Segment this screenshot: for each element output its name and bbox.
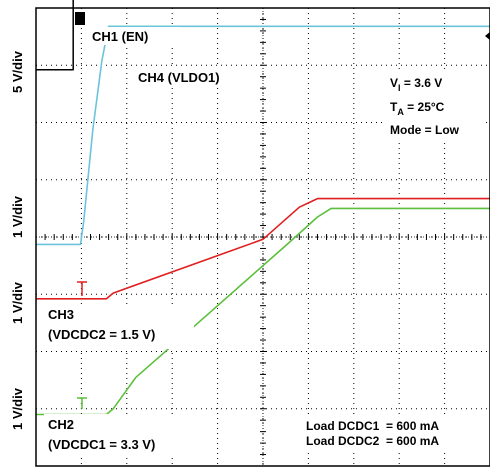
ch1-trigger-marker-label: 1	[77, 14, 83, 25]
ta-value: = 25°C	[404, 100, 445, 114]
load-dcdc1-label: Load DCDC1 = 600 mA	[306, 419, 439, 433]
ch1-trigger-marker	[75, 12, 85, 25]
load-dcdc2-label: Load DCDC2 = 600 mA	[306, 434, 439, 448]
vi-value: = 3.6 V	[401, 76, 443, 90]
ch1-label: CH1 (EN)	[92, 29, 148, 44]
ta-subscript: A	[397, 107, 404, 117]
vi-subscript: I	[398, 83, 401, 93]
y-scale-label-ch1: 1 V/div	[10, 195, 25, 238]
vi-symbol: V	[390, 76, 398, 90]
traces	[36, 0, 490, 416]
vi-label: VI = 3.6 V	[390, 76, 442, 93]
ch2-label-line1: CH2	[48, 417, 74, 432]
ch2-trace	[36, 207, 490, 416]
ch3-label-line1: CH3	[48, 307, 74, 322]
ch2-label-line2: (VDCDC1 = 3.3 V)	[48, 437, 155, 452]
ch1-trace	[36, 0, 74, 71]
y-scale-label-ch4: 5 V/div	[10, 50, 25, 93]
ta-label: TA = 25°C	[390, 100, 445, 117]
ch3-ground-marker	[77, 281, 87, 296]
y-scale-label-ch3: 1 V/div	[10, 281, 25, 324]
markers: 1	[75, 12, 490, 409]
mode-label: Mode = Low	[390, 123, 460, 137]
ch4-trace	[36, 25, 490, 246]
ch3-trace	[36, 197, 490, 300]
ch2-ground-marker	[77, 397, 87, 409]
grid	[35, 7, 490, 467]
ta-symbol: T	[390, 100, 398, 114]
ch1-end-marker	[485, 31, 490, 41]
ch4-label: CH4 (VLDO1)	[138, 70, 220, 85]
plot-frame	[35, 7, 490, 467]
ch3-label-line2: (VDCDC2 = 1.5 V)	[48, 327, 155, 342]
y-scale-label-ch2: 1 V/div	[10, 387, 25, 430]
